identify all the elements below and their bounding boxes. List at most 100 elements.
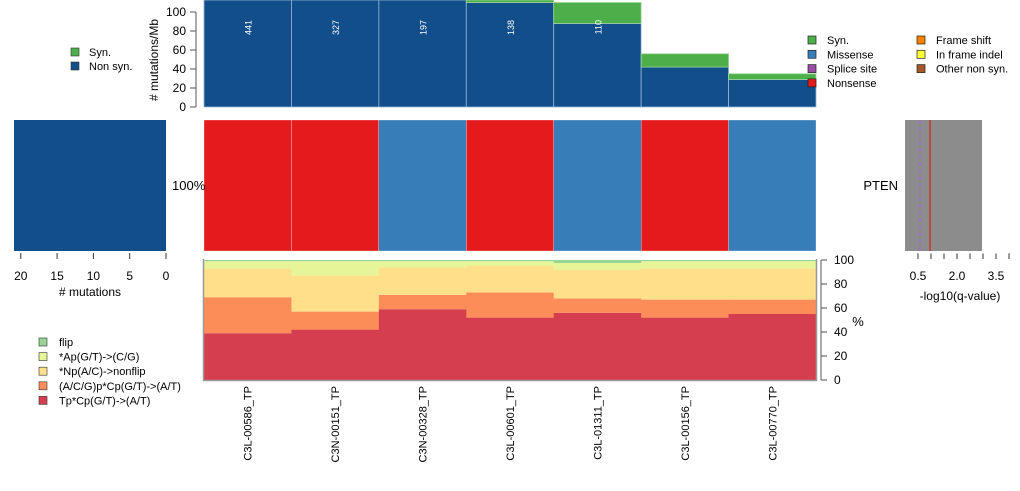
bar-nonsyn-C3L-01311_TP: [553, 22, 642, 108]
spectrum-segment-2-C3L-00156_TP: [641, 268, 730, 300]
legend-label: Non syn.: [89, 61, 132, 73]
x-tick-label: 5: [126, 269, 133, 283]
legend-label: Syn.: [89, 47, 111, 59]
legend-swatch: [916, 35, 926, 45]
mutation-rate-y-label: # mutations/Mb: [147, 19, 161, 101]
legend-swatch: [807, 35, 817, 45]
bar-syn-C3L-01311_TP: [553, 2, 642, 24]
legend-label: Missense: [827, 49, 873, 61]
y-tick-label: 100: [166, 5, 186, 19]
bar-total-label: 197: [419, 20, 429, 35]
gene-percent-label: 100%: [172, 178, 206, 193]
bar-nonsyn-C3N-00151_TP: [291, 0, 380, 108]
x-tick-label: 10: [87, 269, 101, 283]
spectrum-segment-3-C3N-00328_TP: [378, 261, 467, 268]
spectrum-segment-4-C3L-00601_TP: [466, 260, 555, 262]
spectrum-segment-0-C3L-00601_TP: [466, 317, 555, 380]
spectrum-segment-4-C3L-00586_TP: [204, 260, 292, 262]
x-tick-label: 0.5: [910, 269, 927, 283]
spectrum-segment-2-C3N-00328_TP: [378, 267, 467, 295]
sample-label: C3L-00586_TP: [243, 386, 255, 461]
y-tick-label: 100: [834, 253, 854, 267]
legend-label: Nonsense: [827, 78, 877, 90]
gene-mutation-count-chart: 20 15 10 5 0: [14, 120, 170, 283]
legend-swatch: [38, 352, 48, 361]
legend-label: In frame indel: [936, 49, 1003, 61]
qvalue-bar: [905, 120, 982, 251]
mutation-spectrum-y-label: %: [852, 314, 864, 329]
x-tick-label: 20: [14, 269, 28, 283]
spectrum-segment-4-C3L-00770_TP: [728, 260, 817, 262]
spectrum-segment-0-C3N-00328_TP: [378, 309, 467, 380]
sample-label: C3L-00156_TP: [680, 386, 692, 461]
spectrum-segment-4-C3N-00328_TP: [378, 260, 467, 262]
spectrum-segment-2-C3L-01311_TP: [553, 269, 642, 299]
oncoplot-cell-C3L-01311_TP: [553, 119, 642, 252]
gene-name-label: PTEN: [863, 178, 898, 193]
x-tick-label: 2.0: [949, 269, 966, 283]
oncoplot-cell-C3L-00586_TP: [203, 119, 292, 252]
spectrum-segment-3-C3L-01311_TP: [553, 263, 642, 270]
oncoplot-cell-C3L-00156_TP: [640, 119, 729, 252]
sample-label: C3L-00770_TP: [767, 386, 779, 461]
spectrum-segment-1-C3N-00151_TP: [291, 311, 380, 330]
y-tick-label: 0: [179, 100, 186, 114]
spectrum-segment-1-C3L-00586_TP: [204, 297, 292, 334]
spectrum-segment-3-C3L-00156_TP: [641, 261, 730, 269]
spectrum-segment-4-C3N-00151_TP: [291, 260, 380, 262]
legend-swatch: [38, 337, 48, 347]
legend-swatch: [916, 64, 926, 73]
legend-swatch: [38, 366, 48, 376]
sample-label: C3N-00151_TP: [330, 386, 342, 462]
legend-swatch: [70, 47, 80, 57]
qvalue-chart: 0.5 2.0 3.5: [905, 120, 1010, 283]
x-tick-label: 0: [163, 269, 170, 283]
qvalue-x-label: -log10(q-value): [920, 289, 1001, 303]
spectrum-segment-1-C3N-00328_TP: [378, 294, 467, 310]
spectrum-segment-3-C3L-00586_TP: [204, 261, 292, 269]
spectrum-segment-1-C3L-00156_TP: [641, 299, 730, 318]
legend-label: flip: [59, 337, 73, 349]
legend-swatch: [38, 396, 48, 405]
sample-label: C3L-00601_TP: [505, 386, 517, 461]
legend-label: *Np(A/C)->nonflip: [59, 366, 146, 378]
y-tick-label: 40: [834, 325, 848, 339]
legend-label: Other non syn.: [936, 64, 1008, 76]
oncoplot-legend: Syn. Missense Splice site Nonsense Frame shi…: [807, 35, 1008, 90]
bar-nonsyn-C3L-00156_TP: [640, 66, 729, 108]
spectrum-segment-0-C3L-00586_TP: [204, 333, 292, 380]
legend-label: Tp*Cp(G/T)->(A/T): [59, 395, 150, 407]
spectrum-segment-1-C3L-01311_TP: [553, 298, 642, 313]
spectrum-segment-1-C3L-00601_TP: [466, 292, 555, 318]
spectrum-segment-2-C3L-00586_TP: [204, 268, 292, 298]
legend-label: Frame shift: [936, 35, 991, 47]
y-tick-label: 20: [834, 349, 848, 363]
spectrum-segment-0-C3L-00156_TP: [641, 317, 730, 380]
bar-total-label: 441: [244, 20, 254, 35]
legend-label: Syn.: [827, 35, 849, 47]
oncoplot-cell-C3N-00328_TP: [378, 119, 467, 252]
spectrum-segment-0-C3L-00770_TP: [728, 314, 817, 380]
spectrum-segment-4-C3L-01311_TP: [553, 260, 642, 263]
bar-total-label: 138: [506, 20, 516, 35]
spectrum-segment-2-C3L-00770_TP: [728, 268, 817, 300]
legend-label: *Ap(G/T)->(C/G): [59, 352, 139, 364]
oncoplot-cell-C3L-00601_TP: [466, 119, 554, 252]
x-tick-label: 3.5: [988, 269, 1005, 283]
bar-total-label: 327: [331, 20, 341, 35]
legend-swatch: [38, 381, 48, 391]
legend-swatch: [70, 61, 80, 71]
legend-label: Splice site: [827, 64, 877, 76]
mutation-spectrum-y-axis: 0 20 40 60 80 100: [820, 253, 854, 387]
legend-swatch: [807, 64, 817, 73]
bar-nonsyn-C3N-00328_TP: [378, 0, 467, 108]
x-tick-label: 15: [50, 269, 64, 283]
oncoplot-cell-C3N-00151_TP: [291, 119, 380, 252]
bar-syn-C3L-00156_TP: [640, 53, 729, 68]
bar-syn-C3L-00601_TP: [465, 0, 555, 3]
legend-swatch: [807, 78, 817, 88]
spectrum-segment-0-C3N-00151_TP: [291, 329, 380, 380]
spectrum-segment-0-C3L-01311_TP: [553, 312, 642, 380]
y-tick-label: 60: [834, 301, 848, 315]
